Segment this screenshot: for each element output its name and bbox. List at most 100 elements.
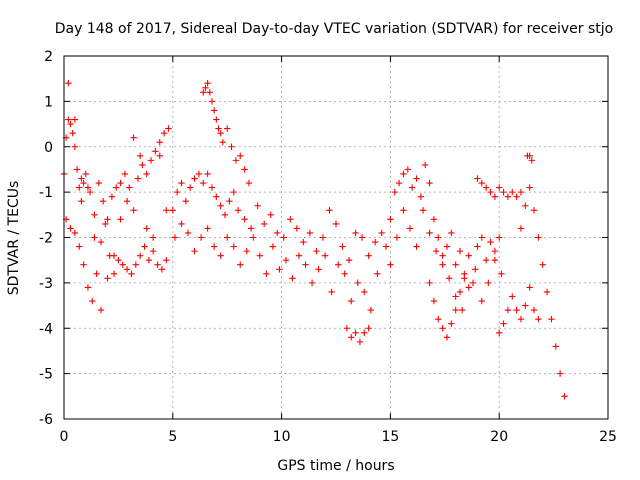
data-point — [326, 207, 333, 214]
data-point — [108, 193, 116, 200]
data-point — [498, 270, 505, 277]
data-point — [115, 256, 122, 264]
data-point — [163, 207, 170, 214]
data-point — [128, 270, 135, 277]
data-point — [456, 288, 464, 296]
data-point — [539, 261, 546, 268]
data-point — [374, 270, 381, 277]
data-point — [487, 238, 494, 246]
data-point — [237, 152, 244, 160]
data-point — [80, 179, 87, 187]
data-point — [367, 306, 375, 314]
data-point — [178, 179, 185, 187]
data-point — [406, 225, 414, 232]
data-point — [517, 225, 525, 232]
y-tick-label: -2 — [39, 231, 53, 247]
data-point — [419, 207, 427, 214]
data-point — [224, 125, 231, 132]
data-point — [530, 207, 538, 214]
data-point — [65, 80, 72, 87]
data-point — [356, 338, 364, 346]
data-point — [513, 306, 520, 314]
series-tail-o — [524, 152, 536, 164]
data-point — [358, 234, 366, 241]
data-point — [269, 243, 277, 250]
data-point — [217, 129, 224, 137]
data-point — [382, 243, 390, 250]
data-point — [224, 234, 231, 241]
data-point — [210, 243, 218, 250]
data-point — [141, 243, 148, 250]
data-point — [432, 247, 440, 255]
x-axis-label: GPS time / hours — [277, 458, 394, 474]
x-tick-label: 20 — [490, 429, 508, 445]
data-point — [82, 170, 89, 178]
data-point — [352, 329, 359, 336]
data-point — [459, 306, 466, 314]
data-point — [361, 329, 368, 336]
data-point — [156, 139, 163, 146]
data-point — [110, 252, 118, 259]
series-tail-d — [169, 170, 385, 264]
data-point — [260, 220, 268, 228]
data-point — [136, 152, 144, 160]
data-point — [472, 266, 479, 273]
data-point — [102, 220, 109, 228]
data-point — [448, 320, 455, 327]
data-point — [452, 306, 459, 314]
data-point — [67, 225, 74, 232]
data-point — [197, 234, 205, 241]
y-tick-label: 0 — [44, 140, 53, 156]
data-point — [443, 243, 451, 250]
data-point — [147, 157, 155, 164]
data-point — [97, 306, 105, 314]
data-point — [263, 270, 270, 277]
data-point — [132, 261, 140, 268]
data-point — [213, 116, 220, 123]
x-tick-label: 10 — [273, 429, 291, 445]
series-tail-k — [426, 275, 468, 341]
data-point — [343, 325, 351, 332]
data-point — [526, 152, 533, 160]
data-point — [334, 261, 342, 268]
data-point — [217, 252, 224, 259]
data-point — [104, 275, 111, 282]
data-point — [204, 170, 211, 178]
data-point — [221, 211, 229, 219]
data-point — [182, 198, 190, 205]
data-point — [71, 116, 79, 123]
data-point — [504, 193, 512, 200]
data-point — [178, 220, 185, 228]
data-point — [478, 179, 485, 187]
data-point — [210, 107, 218, 114]
series-tail-b — [62, 216, 170, 305]
x-tick-label: 25 — [599, 429, 617, 445]
data-point — [228, 143, 235, 150]
data-point — [152, 148, 159, 155]
data-point — [86, 188, 94, 196]
data-point — [465, 284, 472, 291]
data-point — [282, 256, 290, 264]
data-point — [487, 188, 494, 196]
series-tail-n — [517, 184, 568, 400]
data-point — [117, 216, 124, 223]
data-point — [478, 297, 485, 305]
y-tick-label: 2 — [44, 49, 53, 65]
data-point — [445, 275, 453, 282]
data-point — [439, 252, 446, 259]
data-point — [173, 188, 181, 196]
series-tail-g — [224, 125, 253, 187]
data-point — [276, 266, 283, 273]
data-point — [219, 139, 227, 146]
data-point — [491, 256, 499, 264]
data-point — [348, 297, 355, 305]
data-point — [250, 234, 257, 241]
data-point — [91, 211, 98, 219]
data-point — [191, 247, 198, 255]
data-point — [143, 170, 150, 178]
data-point — [361, 288, 368, 296]
data-point — [522, 302, 529, 309]
data-point — [526, 284, 533, 291]
data-point — [274, 229, 281, 237]
